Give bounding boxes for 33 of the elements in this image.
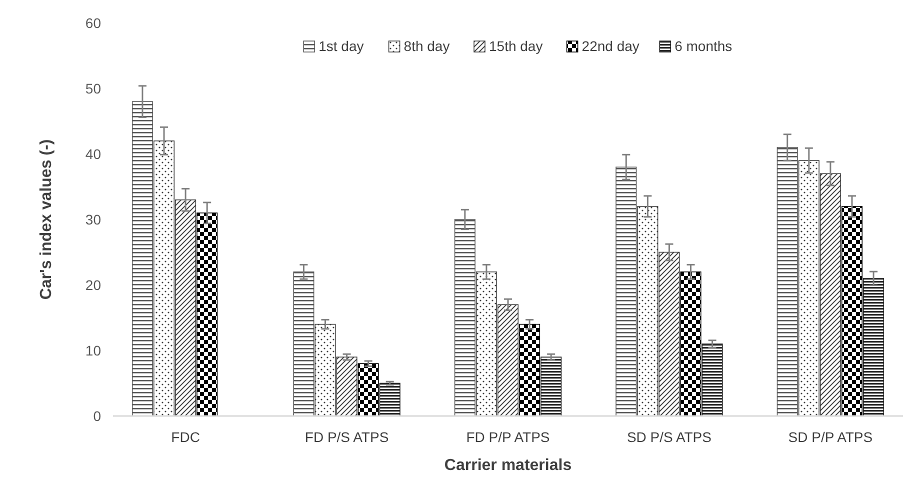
bar — [702, 344, 723, 416]
y-tick-label: 50 — [85, 80, 102, 96]
legend-label: 1st day — [318, 38, 364, 54]
y-tick-label: 40 — [85, 146, 102, 162]
x-tick-label: SD P/S ATPS — [626, 429, 712, 445]
y-tick-label: 0 — [93, 408, 102, 424]
bar — [293, 272, 314, 416]
legend-label: 6 months — [674, 38, 732, 54]
bar — [863, 278, 884, 416]
y-tick-label: 20 — [85, 277, 102, 293]
bar — [680, 272, 702, 416]
legend-label: 22nd day — [582, 38, 640, 54]
x-tick-label: SD P/P ATPS — [788, 429, 873, 445]
bar — [841, 206, 863, 416]
x-tick-label: FD P/S ATPS — [304, 429, 389, 445]
bar — [776, 147, 798, 416]
y-tick-label: 10 — [85, 342, 102, 358]
bar — [519, 324, 540, 416]
bar — [132, 101, 153, 416]
bar — [358, 363, 379, 416]
x-tick-label: FDC — [171, 429, 200, 445]
legend-label: 15th day — [489, 38, 543, 54]
bar — [379, 382, 400, 416]
legend-label: 8th day — [404, 38, 450, 54]
bar — [540, 356, 562, 416]
x-tick-label: FD P/P ATPS — [466, 429, 550, 445]
bar — [616, 166, 637, 416]
y-axis-title: Car's index values (-) — [38, 139, 55, 300]
bar — [454, 219, 476, 416]
bar — [196, 212, 218, 416]
y-tick-label: 30 — [85, 212, 102, 228]
x-axis-title: Carrier materials — [444, 457, 572, 474]
y-tick-label: 60 — [85, 15, 102, 31]
